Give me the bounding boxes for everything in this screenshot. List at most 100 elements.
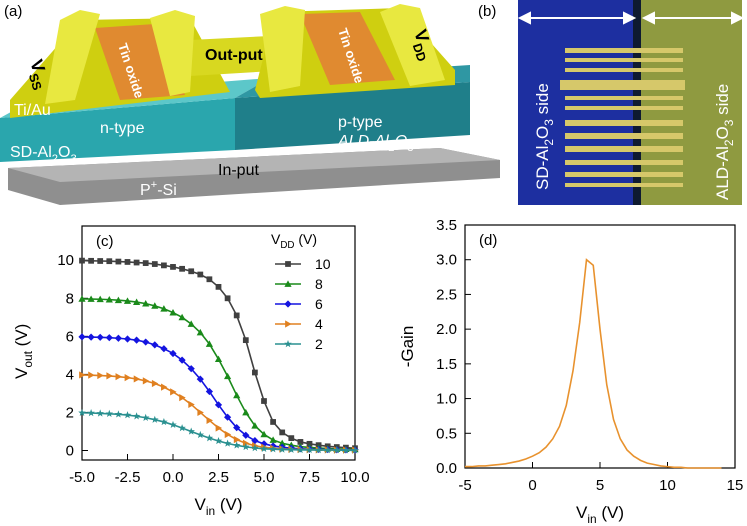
marker [106,258,113,265]
n-type-label: n-type [100,120,145,137]
marker [242,408,250,416]
right-channel [300,12,395,85]
y-tick-label: 2.5 [436,286,457,303]
marker [114,410,123,418]
x-axis-label-part: in [587,512,596,526]
marker [206,276,213,283]
legend-label: 10 [315,256,331,272]
marker [170,264,176,270]
marker [206,416,213,425]
legend-title-part: DD [280,240,294,251]
x-tick-label: 10 [659,477,676,494]
ald-side-label-part: O [713,126,732,139]
marker [169,420,177,429]
right-drain-pad [260,6,305,92]
substrate-label-part: + [151,179,158,191]
marker [233,312,240,319]
marker [188,400,195,409]
y-tick-label: 3.5 [436,217,457,234]
y-tick-label: 8 [66,290,74,307]
input-label: In-put [218,162,259,179]
marker [142,338,150,346]
marker [105,409,114,417]
marker [261,398,267,404]
vdd-label-part: DD [410,42,429,64]
marker [314,446,323,454]
marker [170,388,177,396]
x-tick-label: 0.0 [163,469,184,486]
vdd-pad [380,4,445,86]
boundary [633,0,641,205]
ald-layer-label-part: O [395,133,407,150]
marker [115,258,122,265]
ald-side-label-part: side [713,84,732,120]
x-tick-label: 15 [727,477,744,494]
marker [224,413,232,421]
marker [232,441,241,449]
vss-label-part: SS [26,72,45,92]
ald-layer-label: ALD-Al2O3 [337,133,414,154]
ald-layer-label-part: 3 [407,142,414,154]
x-axis-label-part: V [576,503,588,522]
marker [214,355,223,363]
marker [224,295,231,302]
marker [188,268,195,275]
y-tick-label: 0.0 [436,460,457,477]
marker [269,445,277,453]
sd-layer-label-part: 2 [52,153,58,165]
ald-side-label: ALD-Al2O3 side [713,84,736,200]
marker [105,296,113,303]
marker [151,302,159,309]
series-line [81,336,355,451]
marker [178,313,186,321]
marker [160,305,168,312]
legend-title-part: V [271,231,281,247]
marker [87,295,95,302]
marker [123,411,132,419]
marker [242,442,250,451]
x-axis-label: Vin (V) [576,503,624,526]
marker [179,265,185,272]
marker [123,297,132,304]
y-tick-label: 2 [66,404,74,421]
ald-side-label-part: 2 [722,139,736,146]
marker [187,320,195,327]
ald-layer-label-part: 2 [388,142,396,154]
marker [151,341,159,349]
marker [169,308,177,316]
marker [114,296,122,304]
y-axis-label-part: out [21,350,35,367]
legend-label: 2 [315,336,323,352]
y-tick-label: 6 [66,328,74,345]
marker [242,337,249,344]
marker [151,415,159,423]
y-axis-label: -Gain [398,326,417,368]
marker [106,372,113,380]
sd-layer-label-part: SD-Al [10,144,52,161]
marker [88,257,94,264]
vdd-label: VDD [406,27,439,63]
marker [242,439,250,447]
side-arrows [517,11,745,25]
marker [178,424,186,432]
y-tick-label: 10 [57,252,74,269]
x-tick-label: -2.5 [115,469,141,486]
marker [284,300,292,308]
sd-side-label-part: 3 [542,119,556,126]
x-tick-label: 0 [528,477,536,494]
x-tick-label: 2.5 [208,469,229,486]
marker [151,261,158,267]
marker [205,434,214,442]
marker [142,260,149,266]
marker [296,445,305,454]
y-tick-label: 0 [66,442,74,459]
marker [351,446,359,454]
ald-layer-label-part: ALD-Al [337,133,389,150]
marker [233,391,241,399]
marker [297,439,304,445]
marker [79,371,86,379]
sd-region [518,0,637,205]
marker [196,375,204,383]
marker [133,259,140,266]
marker [215,424,223,432]
